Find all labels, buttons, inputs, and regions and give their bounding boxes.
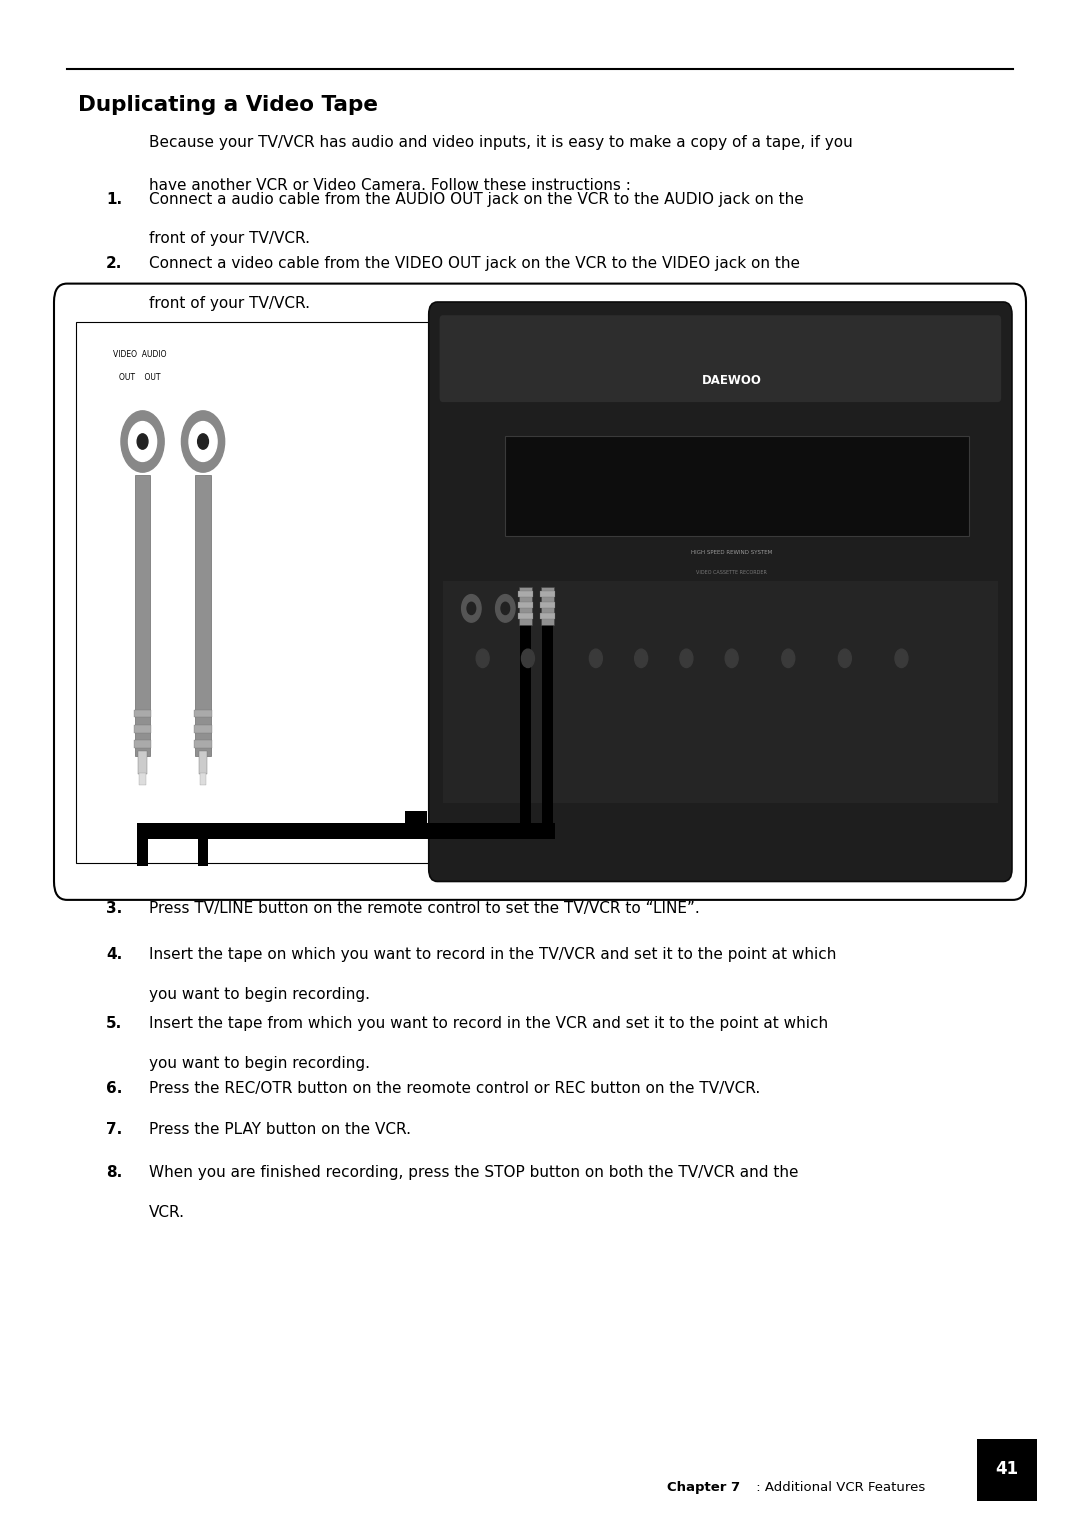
Text: 41: 41 [996,1459,1018,1478]
Text: : Additional VCR Features: : Additional VCR Features [752,1481,924,1493]
Text: 5.: 5. [106,1016,122,1032]
Circle shape [838,648,851,667]
Bar [540,592,555,598]
Text: Insert the tape on which you want to record in the TV/VCR and set it to the poin: Insert the tape on which you want to rec… [149,947,836,963]
Circle shape [496,595,515,622]
Text: Duplicating a Video Tape: Duplicating a Video Tape [78,95,378,115]
Bar [517,613,532,619]
Text: VIDEO CASSETTE RECORDER: VIDEO CASSETTE RECORDER [697,570,767,575]
Text: OUT    OUT: OUT OUT [119,373,160,382]
Text: Insert the tape from which you want to record in the VCR and set it to the point: Insert the tape from which you want to r… [149,1016,828,1032]
Circle shape [895,648,908,667]
Bar [134,725,151,733]
Text: When you are finished recording, press the STOP button on both the TV/VCR and th: When you are finished recording, press t… [149,1165,798,1180]
Circle shape [461,595,481,622]
FancyBboxPatch shape [54,284,1026,900]
Bar [194,740,212,748]
Text: have another VCR or Video Camera. Follow these instructions :: have another VCR or Video Camera. Follow… [149,178,631,193]
Text: front of your TV/VCR.: front of your TV/VCR. [149,231,310,247]
Bar [505,437,970,537]
Text: Press the REC/OTR button on the reomote control or REC button on the TV/VCR.: Press the REC/OTR button on the reomote … [149,1081,760,1096]
Text: 7.: 7. [106,1122,122,1137]
Bar [541,587,554,625]
Text: Connect a video cable from the VIDEO OUT jack on the VCR to the VIDEO jack on th: Connect a video cable from the VIDEO OUT… [149,256,800,271]
Bar [517,592,532,598]
Circle shape [680,648,693,667]
Bar [137,823,208,839]
Bar [542,625,553,839]
Text: 6.: 6. [106,1081,122,1096]
Text: Connect a audio cable from the AUDIO OUT jack on the VCR to the AUDIO jack on th: Connect a audio cable from the AUDIO OUT… [149,192,804,207]
Text: 4.: 4. [106,947,122,963]
Circle shape [137,434,148,449]
Bar [76,322,432,863]
Text: Press TV/LINE button on the remote control to set the TV/VCR to “LINE”.: Press TV/LINE button on the remote contr… [149,901,700,917]
Circle shape [522,648,535,667]
Bar [135,475,150,756]
Text: 8.: 8. [106,1165,122,1180]
Bar [134,740,151,748]
Circle shape [635,648,648,667]
Text: HIGH SPEED REWIND SYSTEM: HIGH SPEED REWIND SYSTEM [691,550,772,555]
Bar [200,773,206,785]
Bar [443,581,998,803]
Circle shape [725,648,738,667]
Text: 3.: 3. [106,901,122,917]
Bar [194,710,212,717]
Bar [519,625,530,839]
Text: VCR.: VCR. [149,1205,185,1220]
Text: Chapter 7: Chapter 7 [667,1481,741,1493]
Bar [540,613,555,619]
Circle shape [590,648,603,667]
Bar [198,823,555,839]
Text: Because your TV/VCR has audio and video inputs, it is easy to make a copy of a t: Because your TV/VCR has audio and video … [149,135,853,150]
Circle shape [121,411,164,472]
Bar [518,587,531,625]
Bar [137,839,148,866]
Text: you want to begin recording.: you want to begin recording. [149,1056,370,1072]
Circle shape [501,602,510,615]
Circle shape [181,411,225,472]
Bar [198,839,208,866]
Circle shape [467,602,475,615]
FancyBboxPatch shape [440,316,1001,402]
Circle shape [198,434,208,449]
Circle shape [782,648,795,667]
Circle shape [129,422,157,461]
Text: 1.: 1. [106,192,122,207]
Bar [134,710,151,717]
Circle shape [189,422,217,461]
Bar [138,751,147,774]
Text: VIDEO  AUDIO: VIDEO AUDIO [113,350,167,359]
Text: front of your TV/VCR.: front of your TV/VCR. [149,296,310,311]
Bar [195,475,211,756]
Circle shape [476,648,489,667]
Bar [540,602,555,609]
Bar [139,773,146,785]
Bar [977,1439,1037,1501]
Text: 2.: 2. [106,256,122,271]
Text: you want to begin recording.: you want to begin recording. [149,987,370,1003]
Text: Press the PLAY button on the VCR.: Press the PLAY button on the VCR. [149,1122,411,1137]
Text: DAEWOO: DAEWOO [702,374,761,388]
FancyBboxPatch shape [429,302,1012,881]
Bar [517,602,532,609]
Bar [405,811,427,829]
Bar [194,725,212,733]
Bar [199,751,207,774]
